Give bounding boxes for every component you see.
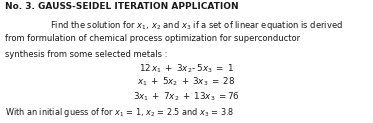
Text: $12\, x_1\; +\; 3x_{2}\text{-}\; 5x_3\; =\; 1$: $12\, x_1\; +\; 3x_{2}\text{-}\; 5x_3\; … — [139, 62, 234, 75]
Text: Find the solution for $x_1$, $x_2$ and $x_3$ if a set of linear equation is deri: Find the solution for $x_1$, $x_2$ and $… — [50, 19, 343, 32]
Text: With an initial guess of for $x_1$ = 1, $x_2$ = 2.5 and $x_3$ = 3.8: With an initial guess of for $x_1$ = 1, … — [5, 106, 234, 119]
Text: synthesis from some selected metals :: synthesis from some selected metals : — [5, 50, 167, 59]
Text: No. 3. GAUSS-SEIDEL ITERATION APPLICATION: No. 3. GAUSS-SEIDEL ITERATION APPLICATIO… — [5, 2, 238, 11]
Text: $3x_1\; +\; 7x_2\; +\; 13x_3\; =76$: $3x_1\; +\; 7x_2\; +\; 13x_3\; =76$ — [133, 90, 240, 103]
Text: $x_1\; +\; 5x_2\; +\; 3x_3\; =\; 28$: $x_1\; +\; 5x_2\; +\; 3x_3\; =\; 28$ — [137, 76, 236, 88]
Text: from formulation of chemical process optimization for superconductor: from formulation of chemical process opt… — [5, 34, 300, 43]
